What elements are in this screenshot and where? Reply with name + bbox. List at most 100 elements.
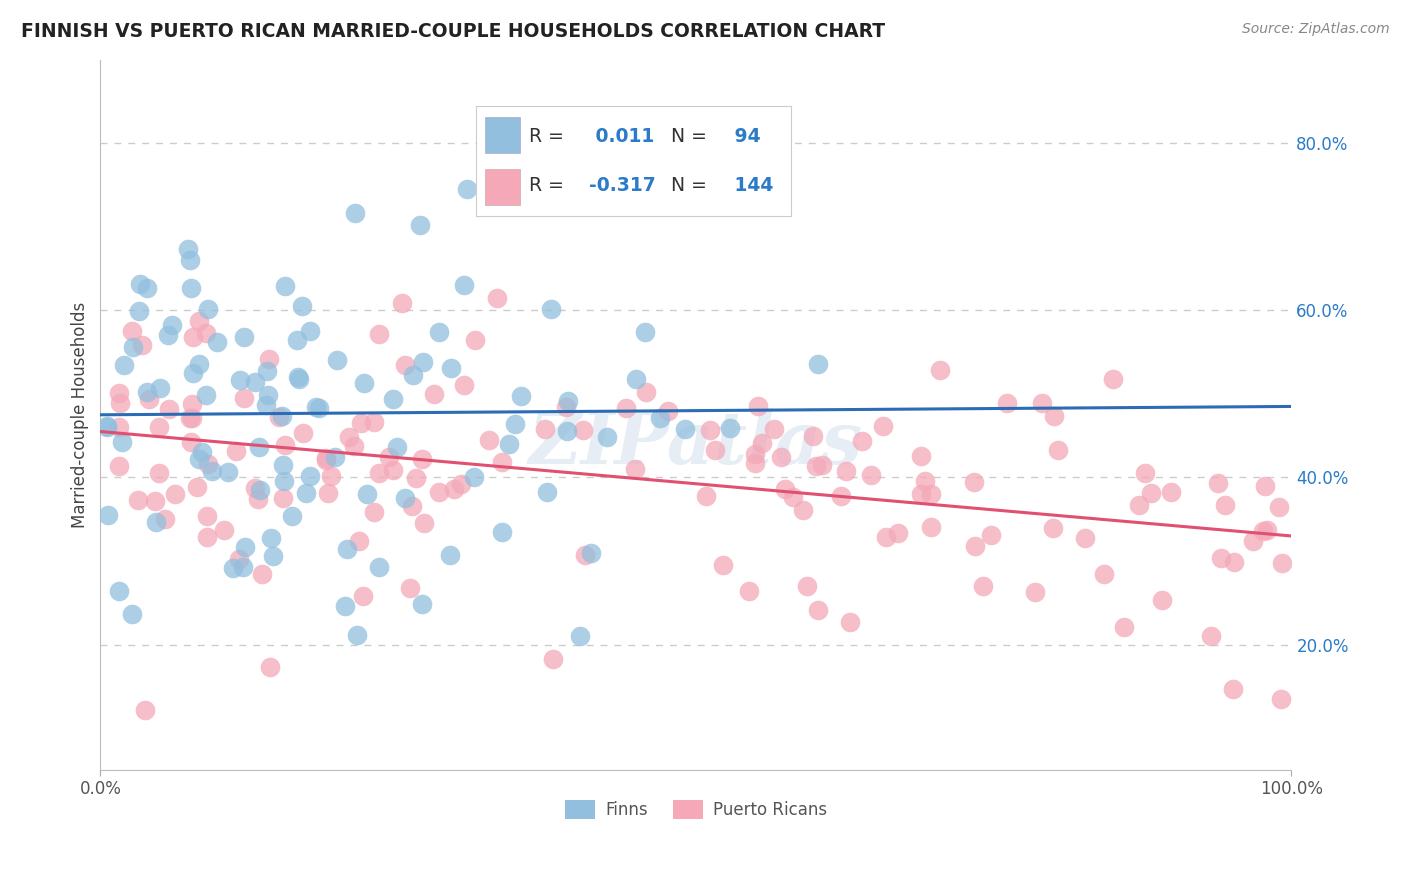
Point <box>155 512 177 526</box>
Point <box>1073 532 1095 546</box>
Point <box>673 422 696 436</box>
Point <box>872 418 894 433</box>
Point <box>295 486 318 500</box>
Point <box>381 392 404 407</box>
Point <box>271 491 294 506</box>
Point <box>382 463 405 477</box>
Point <box>1024 585 1046 599</box>
Point <box>188 314 211 328</box>
Text: FINNISH VS PUERTO RICAN MARRIED-COUPLE HOUSEHOLDS CORRELATION CHART: FINNISH VS PUERTO RICAN MARRIED-COUPLE H… <box>21 22 886 41</box>
Point <box>851 434 873 449</box>
Point <box>180 410 202 425</box>
Point <box>540 301 562 316</box>
Point <box>273 475 295 489</box>
Point <box>352 589 374 603</box>
Point <box>333 599 356 613</box>
Point <box>557 394 579 409</box>
Point <box>456 181 478 195</box>
Point <box>378 450 401 464</box>
Point <box>411 452 433 467</box>
Point <box>401 499 423 513</box>
Point <box>478 434 501 448</box>
Point <box>186 480 208 494</box>
Point <box>920 487 942 501</box>
Point <box>773 482 796 496</box>
Point <box>394 491 416 505</box>
Point <box>427 485 450 500</box>
Point <box>491 525 513 540</box>
Point <box>269 410 291 425</box>
Point <box>427 325 450 339</box>
Point <box>751 436 773 450</box>
Point <box>108 458 131 473</box>
Point <box>1209 551 1232 566</box>
Point <box>541 652 564 666</box>
Point <box>595 430 617 444</box>
Point <box>326 352 349 367</box>
Point <box>149 381 172 395</box>
Point <box>453 377 475 392</box>
Point <box>129 277 152 292</box>
Point <box>1256 523 1278 537</box>
Point <box>464 334 486 348</box>
Point <box>1222 682 1244 697</box>
Point <box>148 419 170 434</box>
Point <box>112 358 135 372</box>
Point <box>402 368 425 382</box>
Point <box>1160 485 1182 500</box>
Point <box>453 277 475 292</box>
Point <box>249 483 271 497</box>
Point <box>262 549 284 563</box>
Point <box>839 615 862 629</box>
Point <box>343 439 366 453</box>
Point <box>744 456 766 470</box>
Point <box>634 325 657 339</box>
Point <box>801 429 824 443</box>
Point <box>363 415 385 429</box>
Point <box>830 489 852 503</box>
Point <box>807 357 830 371</box>
Point <box>796 579 818 593</box>
Point <box>111 435 134 450</box>
Point <box>782 490 804 504</box>
Point <box>350 417 373 431</box>
Point <box>485 291 508 305</box>
Point <box>96 419 118 434</box>
Point <box>121 324 143 338</box>
Point <box>257 351 280 366</box>
Point <box>1133 466 1156 480</box>
Point <box>191 445 214 459</box>
Point <box>298 469 321 483</box>
Point <box>180 435 202 450</box>
Point <box>572 423 595 437</box>
Point <box>1092 567 1115 582</box>
Point <box>232 559 254 574</box>
Point <box>292 426 315 441</box>
Point <box>699 423 721 437</box>
Point <box>201 464 224 478</box>
Point <box>323 450 346 464</box>
Point <box>534 422 557 436</box>
Point <box>287 369 309 384</box>
Point <box>1223 555 1246 569</box>
Point <box>274 278 297 293</box>
Point <box>315 452 337 467</box>
Point <box>498 437 520 451</box>
Point <box>179 410 201 425</box>
Point <box>315 450 337 465</box>
Point <box>288 371 311 385</box>
Point <box>138 392 160 406</box>
Point <box>336 541 359 556</box>
Point <box>273 438 295 452</box>
Point <box>212 523 235 537</box>
Point <box>252 566 274 581</box>
Point <box>160 318 183 332</box>
Point <box>412 516 434 530</box>
Legend: Finns, Puerto Ricans: Finns, Puerto Ricans <box>558 793 834 826</box>
Point <box>247 440 270 454</box>
Point <box>222 561 245 575</box>
Point <box>1114 620 1136 634</box>
Point <box>181 366 204 380</box>
Point <box>228 552 250 566</box>
Point <box>574 548 596 562</box>
